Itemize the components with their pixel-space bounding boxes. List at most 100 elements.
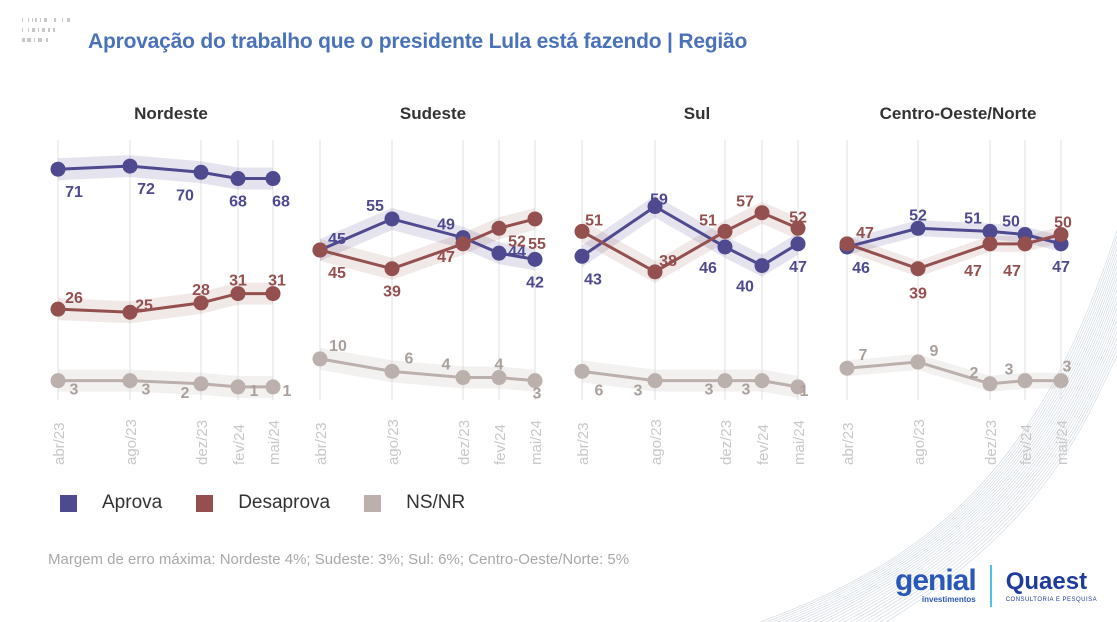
data-point <box>754 373 770 389</box>
panel-centro-oeste-norte: Centro-Oeste/Norte abr/23 ago/23 dez/23 fev/… <box>839 104 1072 465</box>
x-tick-label: fev/24 <box>492 424 509 465</box>
data-point <box>230 379 246 395</box>
data-label: 3 <box>705 382 714 399</box>
data-point <box>230 286 246 302</box>
data-label: 52 <box>909 207 927 224</box>
x-tick-label: ago/23 <box>648 419 665 465</box>
data-label: 50 <box>1002 214 1020 231</box>
data-point <box>491 220 507 236</box>
data-point <box>455 370 471 386</box>
wave-line <box>849 319 1117 622</box>
data-label: 49 <box>437 217 455 234</box>
wave-line <box>843 313 1117 622</box>
data-point <box>790 236 806 252</box>
data-label: 51 <box>699 212 717 229</box>
legend-item-nsnr: NS/NR <box>364 492 465 514</box>
data-point <box>384 261 400 277</box>
data-label: 3 <box>142 382 151 399</box>
panel-title: Centro-Oeste/Norte <box>880 104 1037 123</box>
data-label: 1 <box>283 383 292 400</box>
data-label: 47 <box>964 263 982 280</box>
data-point <box>839 360 855 376</box>
data-point <box>1053 373 1069 389</box>
background-wave-decoration <box>759 229 1117 622</box>
data-point <box>384 211 400 227</box>
data-point <box>527 211 543 227</box>
data-label: 72 <box>137 181 155 198</box>
data-point <box>647 264 663 280</box>
data-point <box>122 158 138 174</box>
data-label: 25 <box>135 297 153 314</box>
data-point <box>1053 227 1069 242</box>
data-label: 28 <box>192 282 210 299</box>
x-tick-label: ago/23 <box>123 419 140 465</box>
data-point <box>574 363 590 379</box>
data-label: 71 <box>65 184 83 201</box>
data-point <box>384 363 400 379</box>
error-band-aprova <box>58 155 273 190</box>
wave-line <box>765 235 1117 622</box>
data-label: 68 <box>272 194 290 211</box>
panel-sul: Sul abr/23 ago/23 dez/23 fev/24 mai/24 43 59 46 4… <box>574 104 809 465</box>
legend-swatch-nsnr <box>364 494 382 512</box>
error-band-desaprova <box>320 207 535 280</box>
wave-line <box>813 283 1117 622</box>
data-label: 68 <box>229 194 247 211</box>
data-label: 3 <box>634 383 643 400</box>
data-point <box>312 351 328 367</box>
error-band-aprova <box>847 220 1061 255</box>
data-point <box>717 223 733 239</box>
data-label: 1 <box>800 383 809 400</box>
legend-label: NS/NR <box>406 492 466 513</box>
panel-title: Sul <box>684 104 710 123</box>
data-label: 7 <box>859 347 868 364</box>
data-point <box>265 379 281 395</box>
data-label: 46 <box>699 260 717 277</box>
data-point <box>839 236 855 252</box>
data-label: 47 <box>789 259 807 276</box>
data-label: 51 <box>585 212 603 229</box>
data-label: 55 <box>366 198 384 215</box>
data-point <box>527 251 543 267</box>
margin-of-error-note: Margem de erro máxima: Nordeste 4%; Sude… <box>48 551 630 568</box>
wave-line <box>873 343 1117 622</box>
error-band-aprova <box>320 207 535 271</box>
data-label: 3 <box>70 382 79 399</box>
data-label: 47 <box>437 249 455 266</box>
x-tick-label: ago/23 <box>911 419 928 465</box>
panel-nordeste: Nordeste abr/23 ago/23 dez/23 fev/24 mai/24 71… <box>50 104 292 465</box>
wave-line <box>819 289 1117 622</box>
wave-line <box>807 277 1117 622</box>
x-tick-label: abr/23 <box>575 422 592 465</box>
data-label: 43 <box>584 271 602 288</box>
wave-line <box>837 307 1117 622</box>
data-point <box>491 245 507 261</box>
data-point <box>790 379 806 395</box>
data-label: 3 <box>533 386 542 403</box>
data-point <box>193 376 209 392</box>
x-tick-label: mai/24 <box>1054 420 1071 465</box>
legend-label: Aprova <box>102 492 163 513</box>
data-label: 44 <box>508 244 526 261</box>
legend-item-aprova: Aprova <box>60 492 162 514</box>
wave-line <box>771 241 1117 622</box>
legend-label: Desaprova <box>238 492 331 513</box>
x-tick-label: abr/23 <box>51 422 68 465</box>
data-point <box>1017 236 1033 252</box>
wave-line <box>801 271 1117 622</box>
x-tick-label: abr/23 <box>313 422 330 465</box>
barcode-decoration <box>22 18 70 42</box>
data-label: 4 <box>495 357 504 374</box>
data-label: 45 <box>328 265 346 282</box>
data-label: 9 <box>930 343 939 360</box>
data-label: 38 <box>659 253 677 270</box>
data-point <box>312 242 328 258</box>
data-label: 45 <box>328 231 346 248</box>
data-point <box>193 164 209 180</box>
x-tick-label: fev/24 <box>1018 424 1035 465</box>
data-label: 52 <box>508 233 526 250</box>
data-point <box>265 171 281 187</box>
data-label: 3 <box>1005 362 1014 379</box>
data-point <box>982 236 998 252</box>
